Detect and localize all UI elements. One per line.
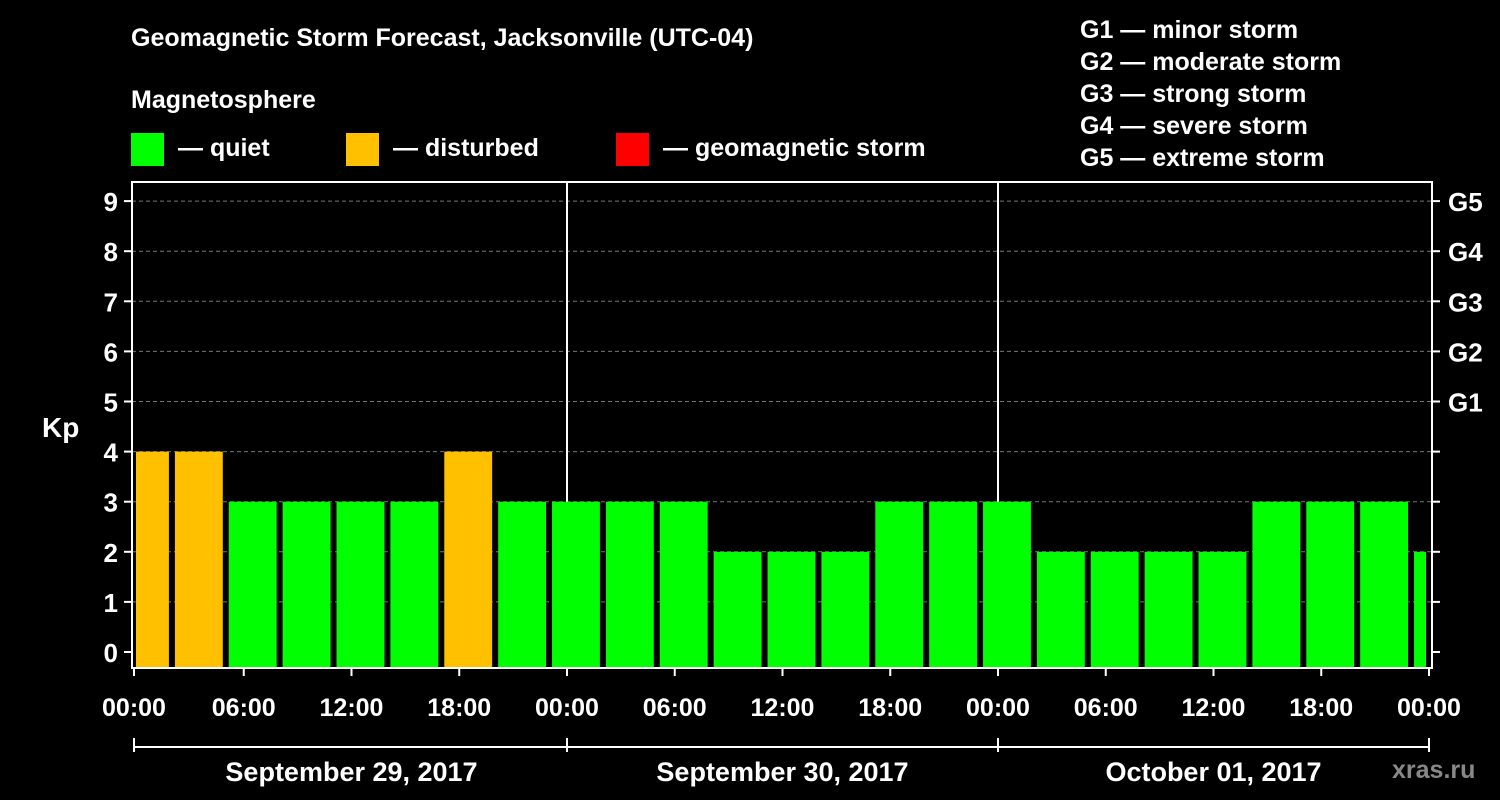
kp-bar [174,451,223,668]
kp-bar [1198,551,1247,668]
kp-bar [659,501,708,668]
y-tick-label: 6 [104,337,118,367]
storm-level-label: G5 [1448,187,1483,217]
storm-level-label: G2 [1448,337,1483,367]
y-tick-label: 1 [104,588,118,618]
y-tick-label: 4 [104,438,119,468]
y-axis-label: Kp [42,412,80,443]
y-tick-label: 5 [104,388,118,418]
x-tick-label: 06:00 [643,694,707,722]
day-label: September 30, 2017 [656,757,908,787]
storm-level-label: G3 [1448,287,1483,317]
storm-scale-legend: G1 — minor storm G2 — moderate storm G3 … [1080,14,1341,174]
storm-scale-g4: G4 — severe storm [1080,112,1308,140]
y-tick-label: 8 [104,237,118,267]
storm-scale-g5: G5 — extreme storm [1080,144,1325,172]
legend-swatch-quiet [131,133,164,166]
kp-bar [983,501,1031,668]
x-tick-label: 06:00 [1074,694,1138,722]
storm-scale-g3: G3 — strong storm [1080,80,1307,108]
storm-level-label: G4 [1448,237,1483,267]
kp-bar [136,451,169,668]
x-tick-label: 18:00 [1289,694,1353,722]
kp-bar [767,551,816,668]
y-tick-label: 3 [104,488,118,518]
legend-label-quiet: — quiet [178,134,270,162]
kp-bar [552,501,600,668]
x-tick-label: 12:00 [320,694,384,722]
magnetosphere-heading: Magnetosphere [131,86,316,114]
x-tick-label: 00:00 [966,694,1030,722]
x-tick-label: 18:00 [858,694,922,722]
day-label: September 29, 2017 [225,757,477,787]
kp-bar [821,551,870,668]
kp-bar [498,501,547,668]
x-tick-label: 12:00 [751,694,815,722]
kp-bar [282,501,331,668]
y-tick-label: 7 [104,287,118,317]
legend-swatch-storm [616,133,649,166]
storm-scale-g2: G2 — moderate storm [1080,48,1342,76]
y-tick-label: 2 [104,538,118,568]
kp-bar [444,451,493,668]
day-label: October 01, 2017 [1105,757,1321,787]
chart-title: Geomagnetic Storm Forecast, Jacksonville… [131,24,754,52]
y-tick-label: 9 [104,187,118,217]
kp-bar [1090,551,1139,668]
kp-bar [1144,551,1193,668]
kp-bar [605,501,654,668]
kp-bar [1252,501,1301,668]
kp-bar [1414,551,1426,668]
kp-bar [390,501,439,668]
legend-label-storm: — geomagnetic storm [663,134,926,162]
kp-bar [1306,501,1355,668]
kp-bar [1036,551,1085,668]
storm-level-label: G1 [1448,388,1483,418]
kp-bar [228,501,277,668]
x-tick-label: 00:00 [1397,694,1461,722]
x-tick-label: 12:00 [1182,694,1246,722]
storm-scale-g1: G1 — minor storm [1080,16,1299,44]
kp-bar [713,551,762,668]
x-tick-label: 18:00 [427,694,491,722]
x-tick-label: 06:00 [212,694,276,722]
kp-bar [1360,501,1409,668]
legend-label-disturbed: — disturbed [393,134,539,162]
kp-bar [875,501,924,668]
y-tick-label: 0 [104,638,118,668]
kp-bar [929,501,978,668]
x-tick-label: 00:00 [535,694,599,722]
watermark: xras.ru [1392,756,1476,784]
x-tick-label: 00:00 [102,694,166,722]
legend-swatch-disturbed [346,133,379,166]
kp-bar [336,501,385,668]
